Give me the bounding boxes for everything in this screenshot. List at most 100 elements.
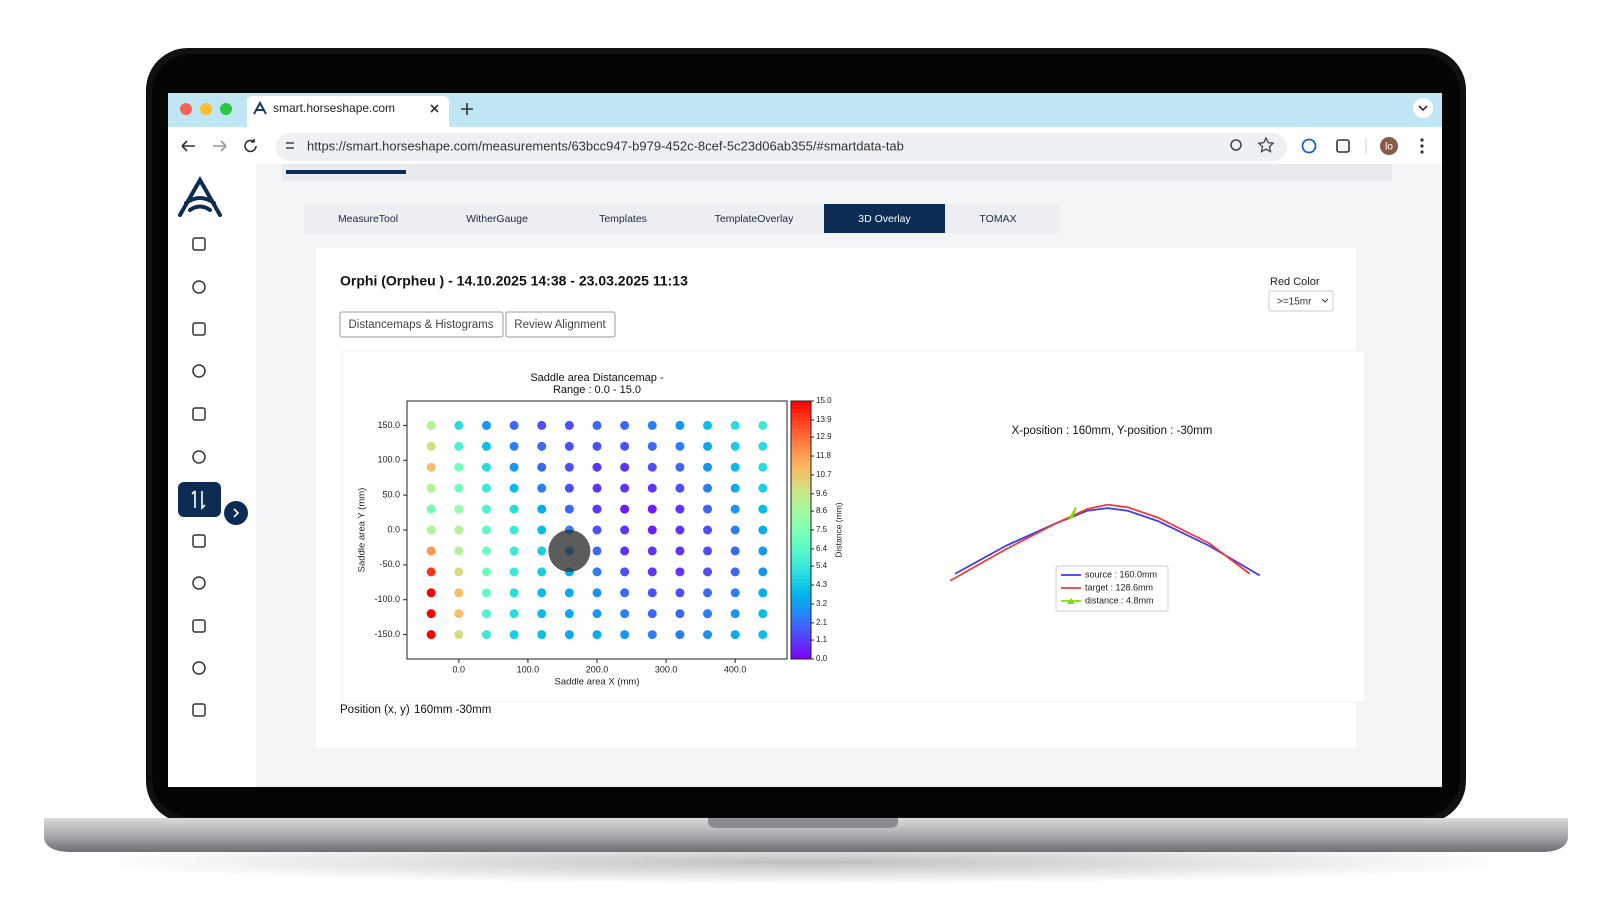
data-point [564, 483, 574, 493]
colorbar-tick-label: 0.0 [816, 654, 828, 663]
zoom-icon[interactable] [1230, 139, 1242, 151]
colorbar-label: Distance (mm) [833, 502, 843, 557]
back-button[interactable] [181, 140, 195, 152]
tab-favicon [253, 100, 267, 115]
data-point [703, 546, 713, 556]
colorbar-tick-label: 3.2 [816, 599, 828, 608]
y-tick-label: 100.0 [377, 455, 400, 465]
colorbar-segment [791, 578, 811, 583]
tab[interactable] [304, 204, 432, 233]
colorbar-tick-label: 10.7 [816, 470, 832, 479]
colorbar-segment [791, 425, 811, 430]
tab[interactable] [824, 204, 945, 233]
profile-avatar[interactable] [1380, 137, 1398, 155]
sidebar-icon[interactable] [192, 280, 206, 294]
sidebar-icon[interactable] [192, 450, 206, 464]
address-bar[interactable] [276, 133, 1287, 161]
data-point [481, 588, 491, 598]
data-point [620, 504, 630, 514]
colorbar-segment [791, 473, 811, 479]
data-point [647, 609, 657, 619]
sidebar-icon[interactable] [192, 407, 206, 421]
chart-title: Saddle area Distancemap - [530, 372, 664, 384]
browser-tab[interactable] [247, 96, 449, 127]
legend-label: target : 128.6mm [1085, 582, 1153, 592]
colorbar-segment [791, 461, 811, 466]
legend-arrow [1067, 598, 1075, 604]
sidebar-icon[interactable] [192, 364, 206, 378]
data-point [675, 525, 685, 535]
button-review[interactable] [505, 311, 616, 338]
sidebar-active-item[interactable] [178, 482, 221, 517]
tab-search[interactable] [1413, 98, 1433, 118]
data-point [509, 630, 519, 640]
data-point [537, 504, 547, 514]
bookmark-icon[interactable] [1257, 136, 1275, 153]
data-point [730, 504, 740, 514]
forward-button[interactable] [213, 140, 227, 152]
sidebar-icon[interactable] [192, 576, 206, 590]
colorbar-segment [791, 493, 811, 499]
data-point [564, 420, 574, 430]
data-point [454, 525, 464, 535]
data-point [509, 420, 519, 430]
data-point [537, 420, 547, 430]
colorbar-segment [791, 542, 811, 547]
tab[interactable] [432, 204, 562, 233]
colorbar-segment [791, 477, 811, 483]
browser-menu[interactable] [1420, 138, 1424, 154]
extension-icon[interactable] [1301, 138, 1317, 154]
colorbar-segment [791, 505, 811, 511]
x-tick-label: 400.0 [724, 664, 747, 674]
tab[interactable] [684, 204, 824, 233]
data-point [758, 441, 768, 451]
button-distancemaps[interactable] [339, 311, 504, 338]
data-point [537, 546, 547, 556]
colorbar-tick-label: 2.1 [816, 618, 828, 627]
y-tick-label: 0.0 [387, 524, 400, 534]
data-point [537, 567, 547, 577]
tab[interactable] [945, 204, 1051, 233]
sidebar-icon[interactable] [192, 619, 206, 633]
sidebar-icon[interactable] [192, 237, 206, 251]
reload-button[interactable] [244, 139, 257, 153]
data-point [703, 420, 713, 430]
window-maximize[interactable] [220, 103, 232, 115]
colorbar-segment [791, 517, 811, 523]
colorbar-segment [791, 574, 811, 579]
colorbar-tick-label: 11.8 [816, 451, 832, 460]
sidebar-expand[interactable] [224, 501, 248, 525]
tab[interactable] [562, 204, 684, 233]
data-point [620, 567, 630, 577]
data-point [454, 441, 464, 451]
data-point [703, 630, 713, 640]
tab-close[interactable] [430, 104, 439, 113]
window-close[interactable] [180, 103, 192, 115]
sidebar-icon[interactable] [192, 322, 206, 336]
colorbar-segment [791, 469, 811, 475]
sidebar-icon[interactable] [192, 534, 206, 548]
data-point [758, 462, 768, 472]
logo[interactable] [178, 175, 222, 217]
data-point [592, 588, 602, 598]
window-minimize[interactable] [200, 103, 212, 115]
red-color-select[interactable] [1268, 290, 1334, 312]
data-point [481, 546, 491, 556]
distance-arrow [1068, 506, 1077, 521]
colorbar-segment [791, 646, 811, 652]
position-marker [548, 529, 591, 572]
site-info-icon[interactable] [286, 142, 294, 149]
tab-label: Templates [599, 213, 647, 225]
sidebar-icon[interactable] [192, 661, 206, 675]
position-label: Position (x, y) [340, 704, 410, 716]
sidebar-icon[interactable] [192, 703, 206, 717]
colorbar-segment [791, 598, 811, 604]
new-tab[interactable] [461, 103, 473, 115]
data-point [537, 588, 547, 598]
data-point [509, 504, 519, 514]
extensions-icon[interactable] [1336, 139, 1350, 153]
colorbar-segment [791, 634, 811, 640]
data-point [509, 483, 519, 493]
